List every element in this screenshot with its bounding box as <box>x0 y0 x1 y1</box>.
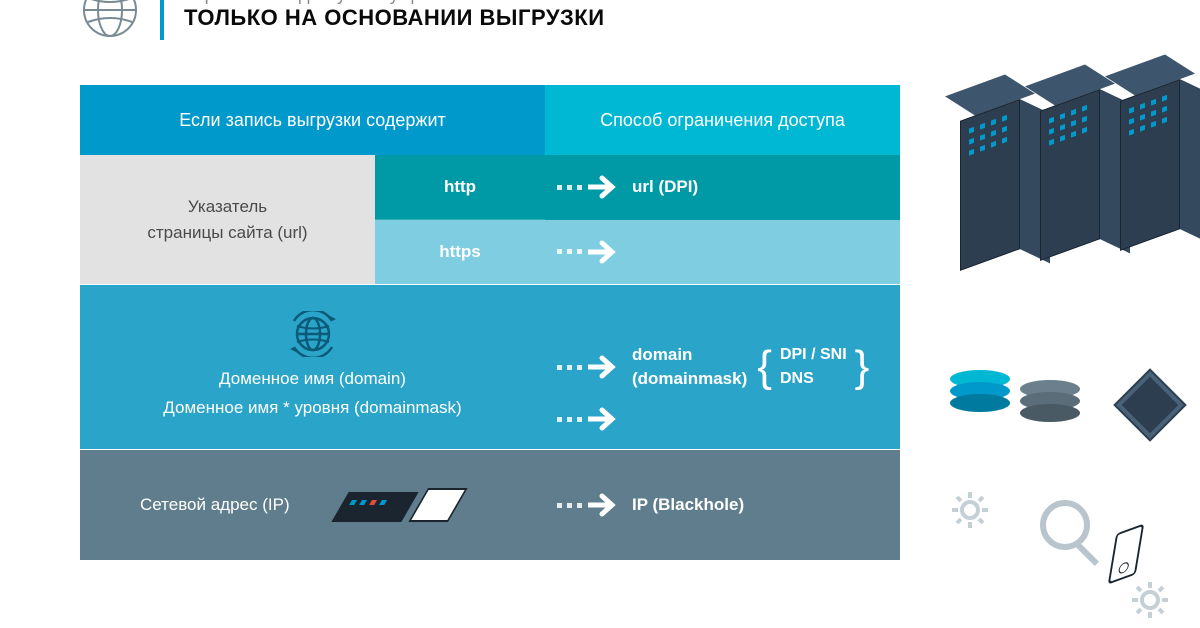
domain-result-text: domain (domainmask) <box>632 343 747 391</box>
domain-label-line1: Доменное имя (domain) <box>219 365 406 394</box>
server-tower-icon <box>960 99 1020 271</box>
arrow-icon <box>557 175 622 199</box>
header: Ограничение доступа осуществляется ТОЛЬК… <box>0 0 1200 60</box>
cell-domain-result: domain (domainmask) { DPI / SNI DNS } <box>545 285 900 449</box>
hardware-icon <box>340 488 458 522</box>
cell-url-protocols: http https <box>375 155 545 284</box>
mapping-table: Если запись выгрузки содержит Способ огр… <box>80 85 900 560</box>
domain-result-l2: (domainmask) <box>632 367 747 391</box>
brace-group: { DPI / SNI DNS } <box>757 342 869 392</box>
domain-result-l1: domain <box>632 343 747 367</box>
server-tower-icon <box>1040 89 1100 261</box>
table-header-row: Если запись выгрузки содержит Способ огр… <box>80 85 900 155</box>
result-http: url (DPI) <box>545 155 900 220</box>
disk-stack-icon <box>950 370 1010 406</box>
disk-stack-icon <box>1020 380 1080 416</box>
decorative-illustrations <box>900 0 1200 628</box>
header-divider <box>160 0 164 40</box>
column-header-condition: Если запись выгрузки содержит <box>80 85 545 155</box>
server-tower-icon <box>1120 79 1180 251</box>
arrow-icon <box>557 355 622 379</box>
arrow-icon <box>557 240 622 264</box>
row-domain: Доменное имя (domain) Доменное имя * уро… <box>80 285 900 450</box>
row-url: Указатель страницы сайта (url) http http… <box>80 155 900 285</box>
arrow-icon <box>557 493 622 517</box>
brace-item-dpi-sni: DPI / SNI <box>780 346 847 364</box>
globe-check-icon <box>80 0 140 40</box>
brace-open-icon: { <box>757 342 772 392</box>
header-text: Ограничение доступа осуществляется ТОЛЬК… <box>184 0 605 31</box>
phone-icon <box>1108 523 1144 584</box>
row-ip: Сетевой адрес (IP) IP (Blackhole) <box>80 450 900 560</box>
column-header-method: Способ ограничения доступа <box>545 85 900 155</box>
proto-https: https <box>375 220 545 284</box>
result-http-text: url (DPI) <box>632 177 698 197</box>
proto-http: http <box>375 155 545 220</box>
arrow-icon <box>557 407 622 431</box>
ip-result-text: IP (Blackhole) <box>632 495 744 515</box>
ip-label: Сетевой адрес (IP) <box>140 495 290 515</box>
domain-label-line2: Доменное имя * уровня (domainmask) <box>163 394 461 423</box>
header-title: ТОЛЬКО НА ОСНОВАНИИ ВЫГРУЗКИ <box>184 5 605 31</box>
cell-domain-label: Доменное имя (domain) Доменное имя * уро… <box>80 285 545 449</box>
brace-items: DPI / SNI DNS <box>780 346 847 388</box>
chip-icon <box>1122 377 1179 434</box>
gear-icon <box>950 490 990 530</box>
url-label-line1: Указатель <box>188 194 267 220</box>
gear-icon <box>1130 580 1170 620</box>
cell-url-result: url (DPI) <box>545 155 900 284</box>
magnifier-icon <box>1040 500 1090 550</box>
brace-item-dns: DNS <box>780 370 847 388</box>
cell-ip-label: Сетевой адрес (IP) <box>80 450 545 560</box>
cell-url-label: Указатель страницы сайта (url) <box>80 155 375 284</box>
globe-refresh-icon <box>290 311 336 357</box>
brace-close-icon: } <box>855 342 870 392</box>
url-label-line2: страницы сайта (url) <box>147 220 307 246</box>
cell-ip-result: IP (Blackhole) <box>545 450 900 560</box>
result-https <box>545 220 900 285</box>
